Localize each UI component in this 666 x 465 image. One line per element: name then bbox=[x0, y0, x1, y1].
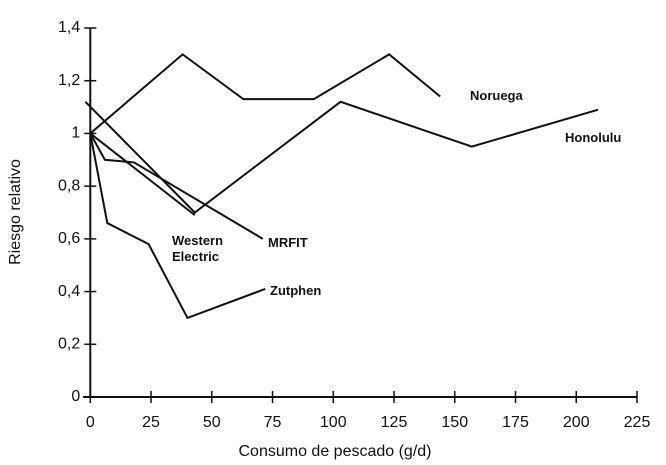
y-tick-label: 0,8 bbox=[58, 177, 80, 194]
y-tick-label: 0,2 bbox=[58, 336, 80, 353]
x-tick-label: 100 bbox=[320, 414, 347, 431]
series-label: Noruega bbox=[470, 88, 523, 103]
x-tick-label: 125 bbox=[381, 414, 408, 431]
x-tick-label: 150 bbox=[441, 414, 468, 431]
x-tick-label: 50 bbox=[203, 414, 221, 431]
y-tick-label: 0,6 bbox=[58, 230, 80, 247]
series-label: Honolulu bbox=[565, 130, 622, 145]
series-label: Zutphen bbox=[270, 283, 322, 298]
series-line bbox=[89, 132, 264, 240]
series-label: Western Electric bbox=[172, 233, 224, 264]
x-tick-label: 175 bbox=[502, 414, 529, 431]
x-tick-label: 0 bbox=[86, 414, 95, 431]
x-tick-label: 225 bbox=[624, 414, 651, 431]
y-tick-label: 1 bbox=[71, 125, 80, 142]
x-tick-label: 75 bbox=[264, 414, 282, 431]
series-label: MRFIT bbox=[268, 235, 308, 250]
x-tick-label: 200 bbox=[563, 414, 590, 431]
y-axis-label: Riesgo relativo bbox=[7, 159, 24, 265]
x-tick-label: 25 bbox=[142, 414, 160, 431]
x-axis-label: Consumo de pescado (g/d) bbox=[239, 443, 432, 460]
series-line bbox=[89, 53, 441, 135]
y-tick-label: 0,4 bbox=[58, 283, 80, 300]
series-line bbox=[89, 133, 266, 320]
y-tick-label: 1,4 bbox=[58, 19, 80, 36]
series-line bbox=[84, 100, 599, 214]
series-line bbox=[89, 132, 196, 216]
y-tick-label: 0 bbox=[71, 388, 80, 405]
y-tick-label: 1,2 bbox=[58, 72, 80, 89]
